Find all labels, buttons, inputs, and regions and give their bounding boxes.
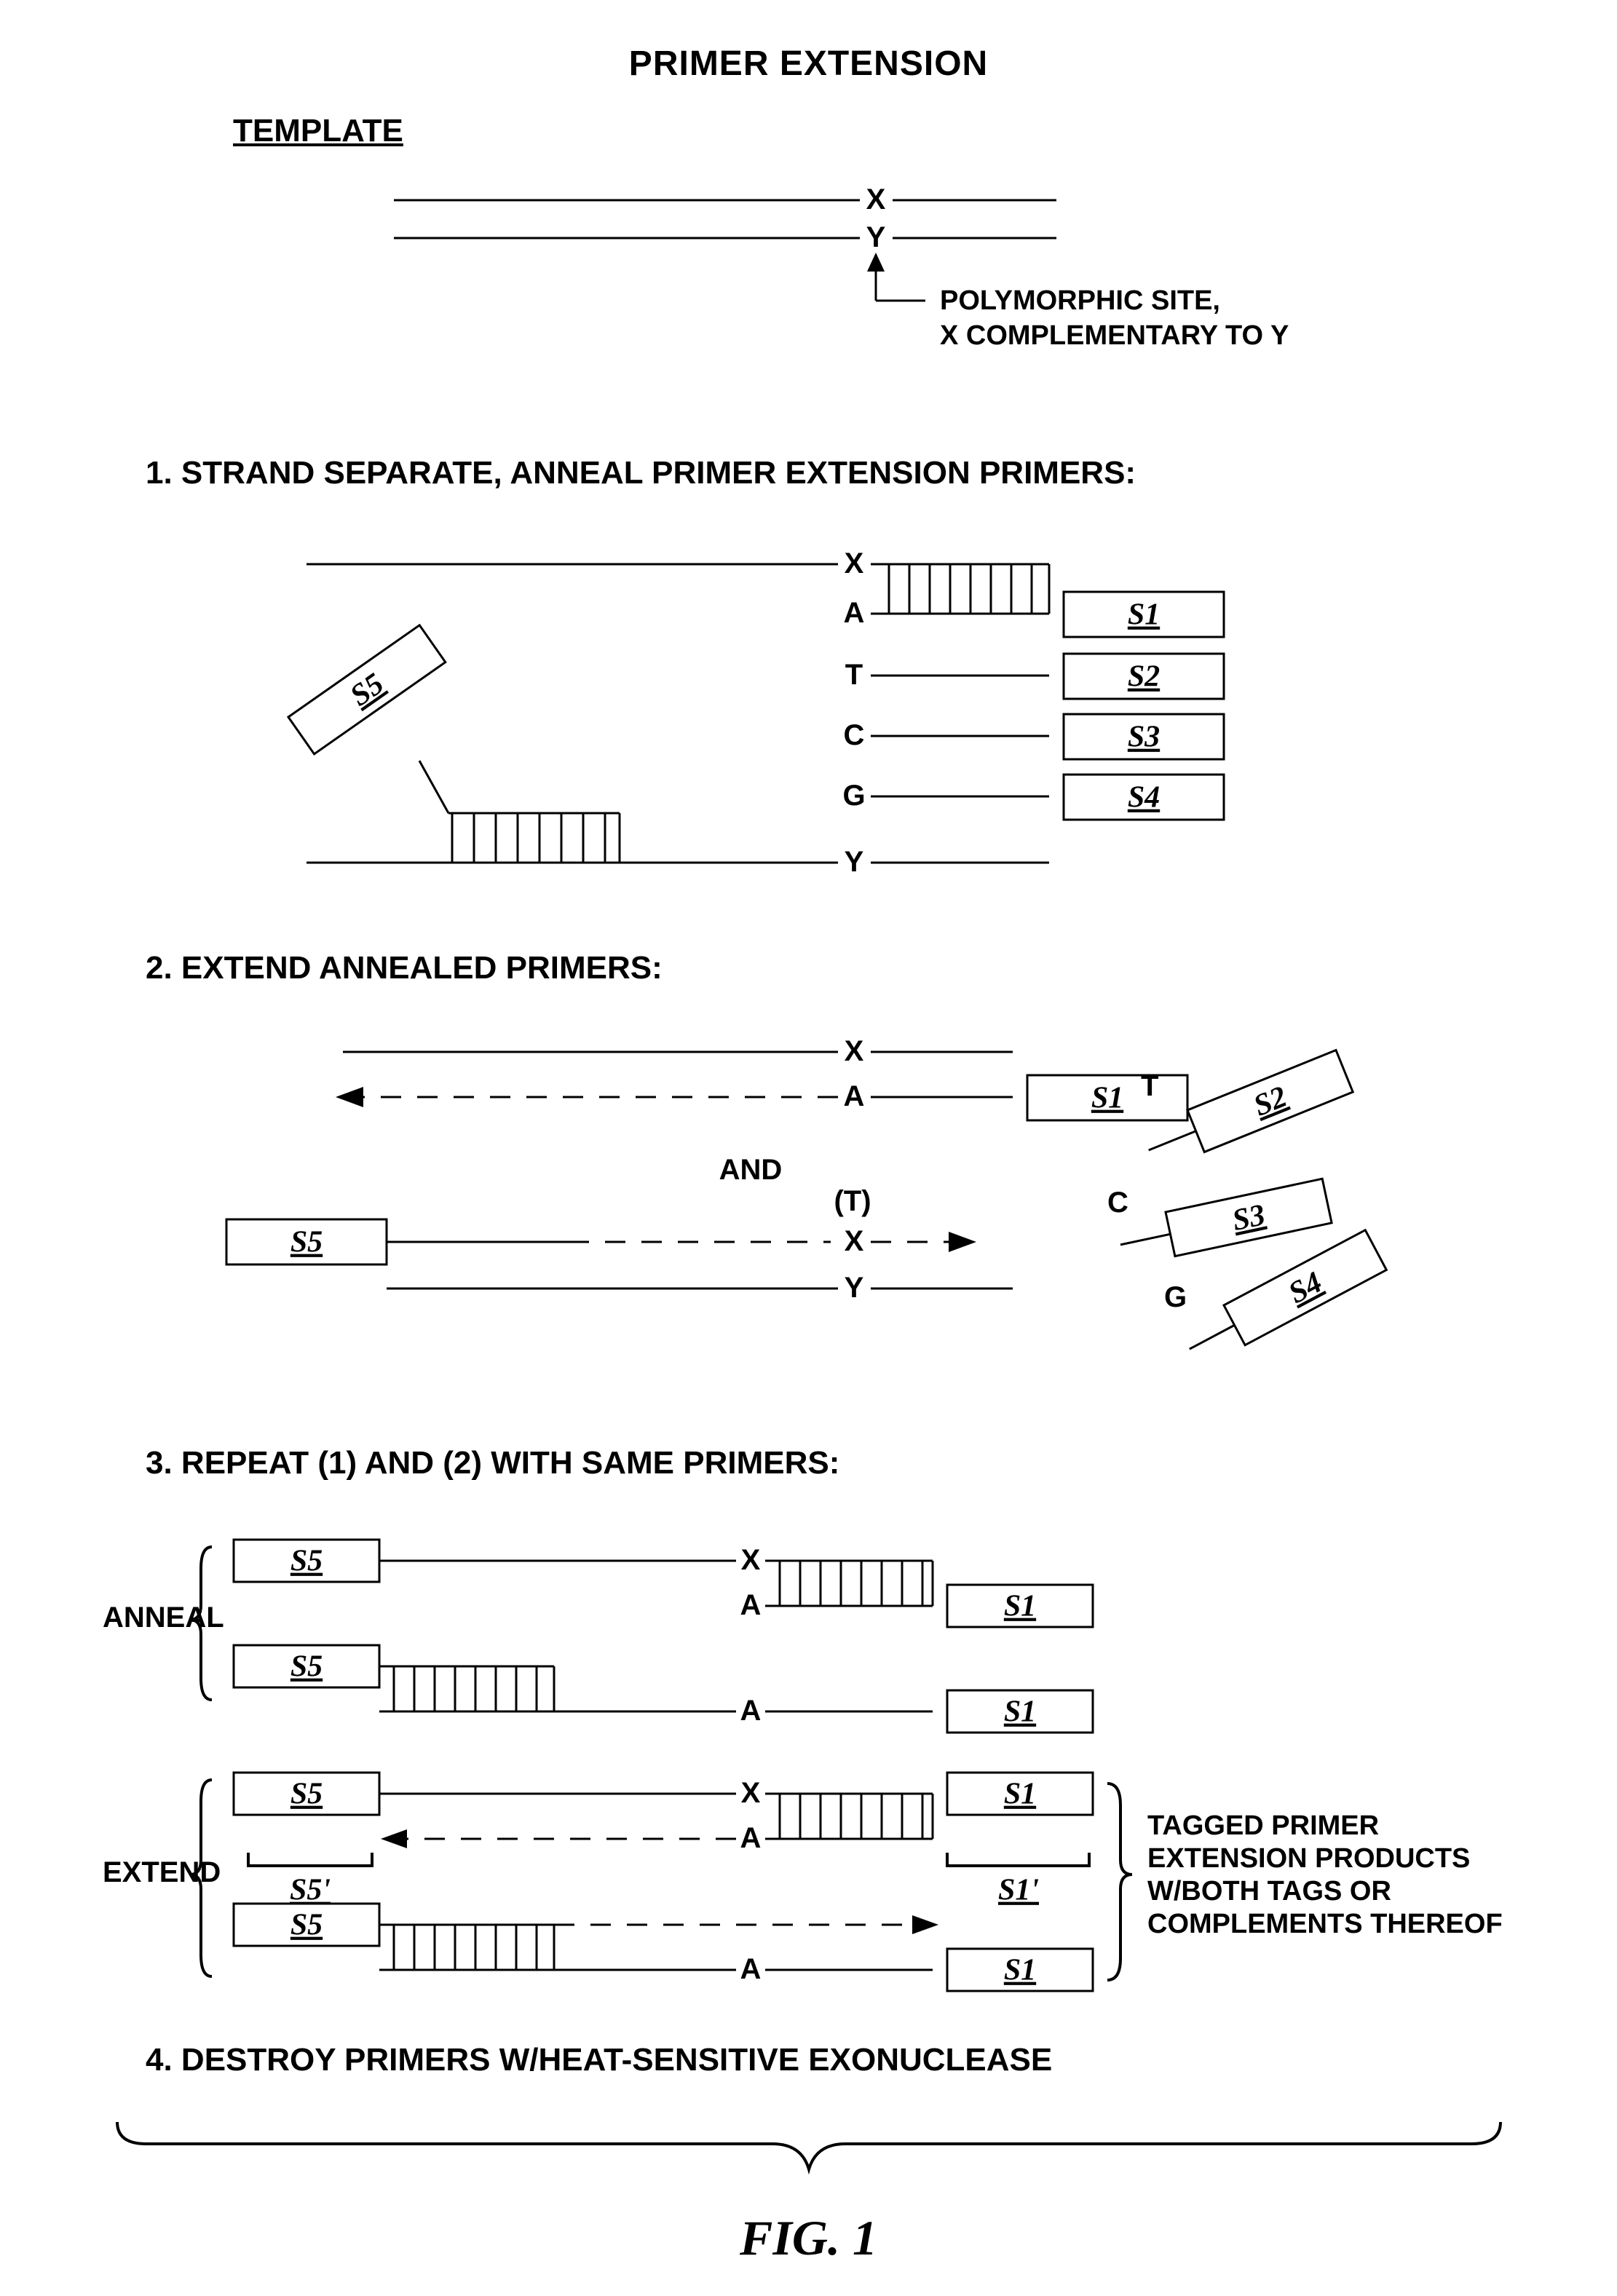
svg-text:Y: Y [844, 846, 863, 878]
svg-text:T: T [1141, 1070, 1158, 1102]
svg-text:A: A [740, 1822, 761, 1854]
svg-text:X COMPLEMENTARY TO Y: X COMPLEMENTARY TO Y [940, 320, 1289, 351]
svg-text:POLYMORPHIC SITE,: POLYMORPHIC SITE, [940, 285, 1220, 316]
svg-text:S1: S1 [1003, 1695, 1035, 1729]
svg-text:S1: S1 [1091, 1082, 1123, 1115]
svg-text:G: G [842, 780, 865, 812]
svg-text:A: A [843, 1080, 864, 1112]
svg-text:EXTENSION PRODUCTS: EXTENSION PRODUCTS [1147, 1843, 1470, 1874]
svg-text:S5: S5 [290, 1909, 322, 1942]
svg-text:S1: S1 [1003, 1778, 1035, 1811]
svg-text:EXTEND: EXTEND [103, 1856, 221, 1888]
bottom-brace [103, 2107, 1515, 2188]
svg-text:X: X [844, 1035, 863, 1067]
step2-label: 2. EXTEND ANNEALED PRIMERS: [146, 950, 1515, 986]
svg-text:S5: S5 [290, 1650, 322, 1684]
step1-diagram: X A S1 T S2 C S3 G S4 Y S5 [117, 520, 1501, 899]
step1-label: 1. STRAND SEPARATE, ANNEAL PRIMER EXTENS… [146, 455, 1515, 491]
svg-text:S5: S5 [290, 1545, 322, 1578]
svg-text:G: G [1164, 1281, 1187, 1313]
svg-text:X: X [844, 547, 863, 579]
svg-text:C: C [1107, 1187, 1128, 1219]
svg-text:A: A [740, 1953, 761, 1985]
svg-text:S5: S5 [290, 1226, 322, 1259]
svg-text:S5': S5' [289, 1874, 330, 1907]
svg-text:A: A [843, 597, 864, 629]
svg-text:S2: S2 [1127, 660, 1159, 694]
svg-text:X: X [866, 183, 885, 215]
svg-text:S1': S1' [997, 1874, 1038, 1907]
svg-text:COMPLEMENTS THEREOF: COMPLEMENTS THEREOF [1147, 1909, 1503, 1939]
template-diagram: X Y POLYMORPHIC SITE, X COMPLEMENTARY TO… [117, 171, 1501, 404]
svg-text:S3: S3 [1229, 1198, 1268, 1238]
svg-text:Y: Y [866, 221, 885, 253]
svg-text:X: X [844, 1225, 863, 1257]
svg-text:S3: S3 [1127, 721, 1159, 754]
svg-text:AND: AND [719, 1154, 782, 1186]
step4-label: 4. DESTROY PRIMERS W/HEAT-SENSITIVE EXON… [146, 2042, 1515, 2078]
svg-text:T: T [845, 659, 862, 691]
svg-text:S4: S4 [1127, 781, 1159, 815]
svg-text:TAGGED PRIMER: TAGGED PRIMER [1147, 1810, 1379, 1841]
svg-text:S1: S1 [1127, 598, 1159, 632]
svg-text:S1: S1 [1003, 1590, 1035, 1623]
step3-diagram: ANNEAL S5 X A S1 S5 A S1 EXTEND S5 X [103, 1511, 1515, 2006]
svg-text:Y: Y [844, 1272, 863, 1304]
svg-text:S5: S5 [290, 1778, 322, 1811]
figure-caption: FIG. 1 [102, 2209, 1515, 2267]
svg-text:X: X [740, 1777, 760, 1809]
svg-text:S1: S1 [1003, 1954, 1035, 1987]
template-label: TEMPLATE [233, 113, 1515, 149]
svg-text:A: A [740, 1589, 761, 1621]
svg-text:A: A [740, 1695, 761, 1727]
svg-text:W/BOTH TAGS OR: W/BOTH TAGS OR [1147, 1876, 1391, 1907]
svg-text:X: X [740, 1544, 760, 1576]
svg-text:(T): (T) [834, 1185, 871, 1217]
main-title: PRIMER EXTENSION [102, 44, 1515, 84]
step2-diagram: X A S1 AND S5 (T) X Y S2 T S3 C S4 G [117, 1016, 1501, 1394]
step3-label: 3. REPEAT (1) AND (2) WITH SAME PRIMERS: [146, 1445, 1515, 1481]
svg-text:ANNEAL: ANNEAL [103, 1602, 224, 1634]
svg-text:C: C [843, 719, 864, 751]
